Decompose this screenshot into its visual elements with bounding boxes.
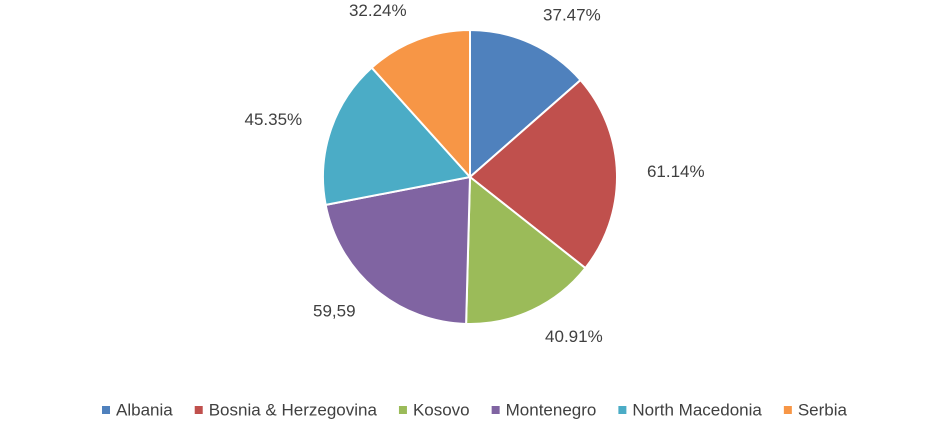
data-label: 40.91% bbox=[545, 327, 603, 346]
data-label: 37.47% bbox=[543, 5, 601, 24]
data-label: 59,59 bbox=[313, 302, 356, 321]
legend-swatch bbox=[491, 406, 500, 414]
legend-swatch bbox=[398, 406, 407, 414]
data-label: 45.35% bbox=[245, 110, 303, 129]
legend-label: Montenegro bbox=[506, 400, 597, 419]
legend-label: Bosnia & Herzegovina bbox=[209, 400, 378, 419]
pie-slice bbox=[465, 174, 587, 325]
legend-swatch bbox=[194, 406, 203, 414]
legend-label: Albania bbox=[116, 400, 173, 419]
pie-slice bbox=[322, 66, 472, 207]
legend-swatch bbox=[783, 406, 792, 414]
pie-slice bbox=[468, 78, 618, 270]
data-label: 32.24% bbox=[349, 1, 407, 20]
data-label: 61.14% bbox=[647, 162, 705, 181]
pie-slice bbox=[469, 28, 582, 180]
legend-label: Kosovo bbox=[413, 400, 470, 419]
legend-swatch bbox=[102, 406, 111, 414]
pie-slice bbox=[370, 28, 471, 180]
pie-slice bbox=[324, 175, 472, 325]
legend-label: Serbia bbox=[798, 400, 848, 419]
legend-label: North Macedonia bbox=[632, 400, 762, 419]
legend-swatch bbox=[618, 406, 627, 414]
